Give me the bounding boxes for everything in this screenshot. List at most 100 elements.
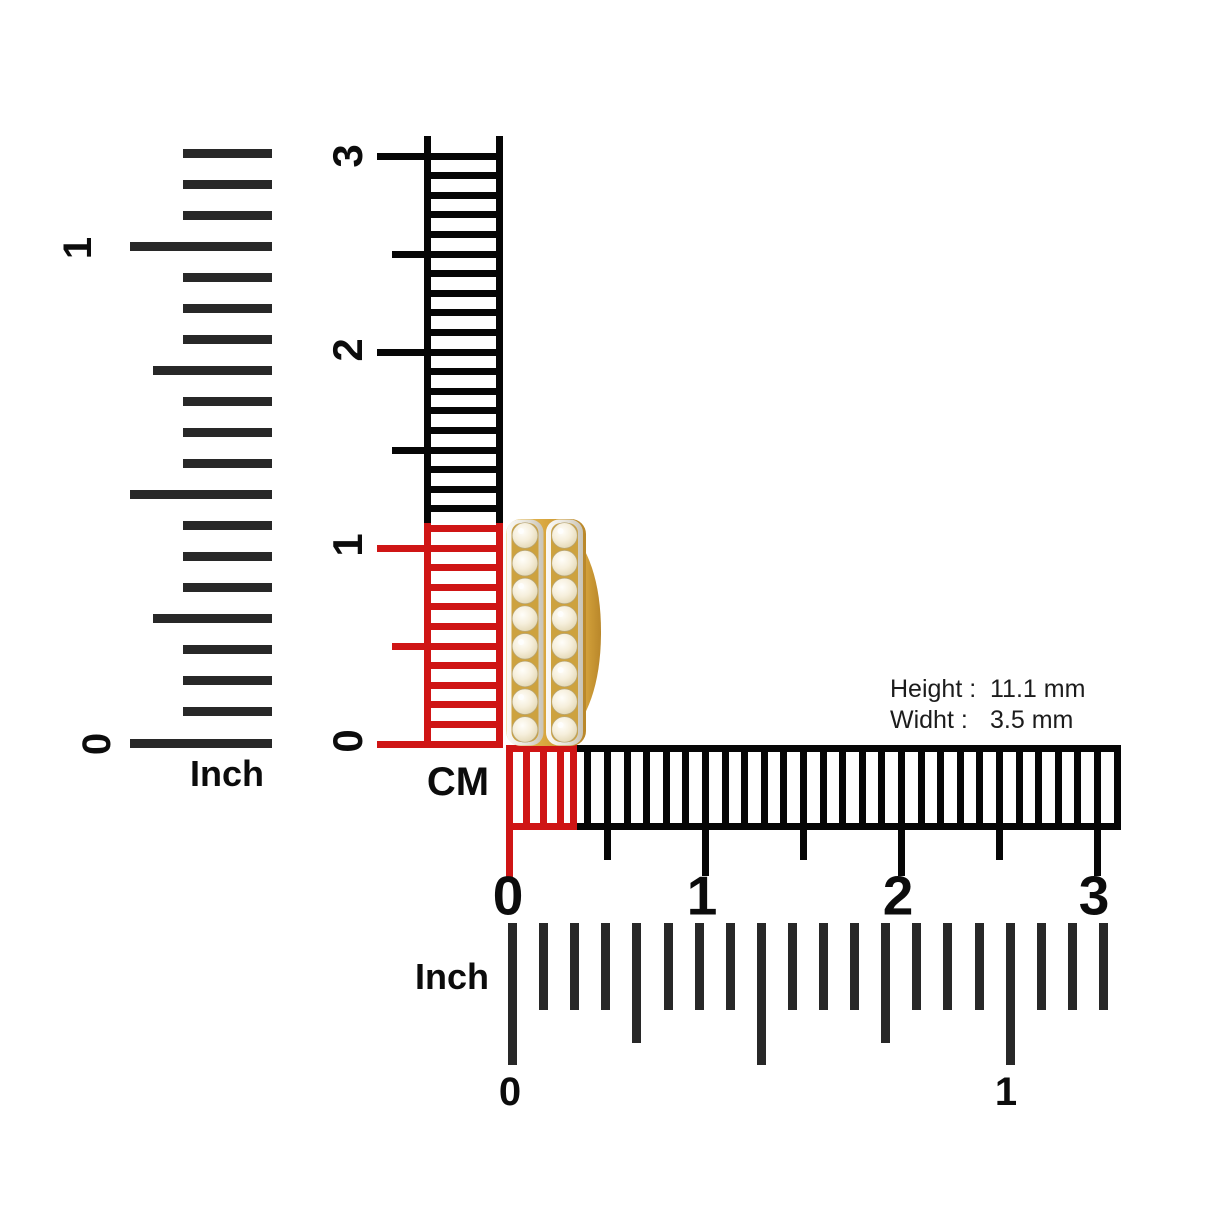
tick-mark bbox=[996, 830, 1003, 860]
cm-unit-label: CM bbox=[426, 760, 490, 804]
tick-mark bbox=[694, 923, 704, 1010]
tick-mark bbox=[557, 745, 564, 830]
tick-mark bbox=[850, 923, 860, 1010]
tick-mark bbox=[508, 923, 517, 1065]
tick-mark bbox=[506, 745, 513, 877]
tick-mark bbox=[183, 148, 272, 158]
tick-mark bbox=[424, 720, 503, 728]
cm-horizontal-number-2: 2 bbox=[882, 864, 914, 927]
tick-mark bbox=[424, 387, 503, 395]
tick-mark bbox=[1067, 923, 1077, 1010]
tick-mark bbox=[183, 334, 272, 344]
tick-mark bbox=[424, 622, 503, 630]
tick-mark bbox=[424, 191, 503, 199]
tick-mark bbox=[780, 745, 788, 830]
tick-mark bbox=[702, 745, 709, 830]
tick-mark bbox=[377, 544, 503, 552]
tick-mark bbox=[604, 830, 611, 860]
cm-vertical-number-3: 3 bbox=[324, 144, 371, 168]
tick-mark bbox=[183, 521, 272, 531]
tick-mark bbox=[496, 523, 503, 748]
cm-vertical-number-1: 1 bbox=[324, 533, 371, 557]
tick-mark bbox=[623, 745, 631, 830]
tick-mark bbox=[183, 396, 272, 406]
tick-mark bbox=[858, 745, 866, 830]
tick-mark bbox=[377, 740, 503, 748]
tick-mark bbox=[937, 745, 945, 830]
tick-mark bbox=[523, 745, 530, 830]
tick-mark bbox=[996, 745, 1003, 830]
tick-mark bbox=[153, 365, 272, 375]
tick-mark bbox=[424, 270, 503, 278]
tick-mark bbox=[424, 309, 503, 317]
tick-mark bbox=[392, 642, 503, 650]
tick-mark bbox=[878, 745, 886, 830]
tick-mark bbox=[424, 407, 503, 415]
tick-mark bbox=[183, 676, 272, 686]
width-label: Widht : bbox=[890, 706, 968, 734]
tick-mark bbox=[787, 923, 797, 1010]
tick-mark bbox=[601, 923, 611, 1010]
height-row: Height : 11.1 mm bbox=[890, 674, 1085, 705]
width-value: 3.5 mm bbox=[990, 706, 1074, 734]
tick-mark bbox=[756, 923, 766, 1065]
tick-mark bbox=[800, 830, 807, 860]
tick-mark bbox=[183, 552, 272, 562]
earring-photo bbox=[506, 519, 601, 746]
bottom-inch-number-1: 1 bbox=[994, 1070, 1018, 1114]
tick-mark bbox=[540, 745, 547, 830]
tick-mark bbox=[1036, 923, 1046, 1010]
tick-mark bbox=[663, 923, 673, 1010]
tick-mark bbox=[584, 745, 592, 830]
tick-mark bbox=[570, 923, 580, 1010]
tick-mark bbox=[183, 707, 272, 717]
tick-mark bbox=[974, 923, 984, 1010]
cm-vertical-number-2: 2 bbox=[324, 338, 371, 362]
tick-mark bbox=[183, 303, 272, 313]
bottom-inch-unit-label: Inch bbox=[414, 956, 490, 997]
tick-mark bbox=[392, 446, 503, 454]
tick-mark bbox=[153, 614, 272, 624]
cm-vertical-number-0: 0 bbox=[324, 729, 371, 753]
left-inch-number-1: 1 bbox=[56, 236, 100, 260]
tick-mark bbox=[741, 745, 749, 830]
tick-mark bbox=[424, 485, 503, 493]
measurement-text: Height : 11.1 mm Widht : 3.5 mm bbox=[890, 674, 1085, 736]
tick-mark bbox=[702, 830, 709, 876]
bottom-inch-number-0: 0 bbox=[498, 1070, 522, 1114]
tick-mark bbox=[392, 250, 503, 258]
tick-mark bbox=[130, 738, 272, 748]
tick-mark bbox=[506, 823, 1120, 830]
tick-mark bbox=[881, 923, 891, 1043]
tick-mark bbox=[604, 745, 611, 830]
tick-mark bbox=[424, 426, 503, 434]
tick-mark bbox=[424, 701, 503, 709]
tick-mark bbox=[956, 745, 964, 830]
tick-mark bbox=[183, 179, 272, 189]
tick-mark bbox=[725, 923, 735, 1010]
tick-mark bbox=[183, 428, 272, 437]
tick-mark bbox=[917, 745, 925, 830]
tick-mark bbox=[183, 272, 272, 282]
tick-mark bbox=[424, 524, 503, 532]
tick-mark bbox=[424, 681, 503, 689]
tick-mark bbox=[721, 745, 729, 830]
tick-mark bbox=[424, 523, 431, 748]
tick-mark bbox=[424, 466, 503, 474]
tick-mark bbox=[1015, 745, 1023, 830]
tick-mark bbox=[1094, 830, 1101, 876]
tick-mark bbox=[819, 923, 828, 1010]
tick-mark bbox=[424, 230, 503, 238]
width-row: Widht : 3.5 mm bbox=[890, 705, 1085, 736]
tick-mark bbox=[1005, 923, 1015, 1065]
tick-mark bbox=[424, 289, 503, 297]
tick-mark bbox=[1035, 745, 1043, 830]
left-inch-unit-label: Inch bbox=[189, 753, 265, 794]
tick-mark bbox=[1074, 745, 1082, 830]
tick-mark bbox=[424, 583, 503, 591]
tick-mark bbox=[632, 923, 642, 1043]
tick-mark bbox=[377, 348, 503, 356]
